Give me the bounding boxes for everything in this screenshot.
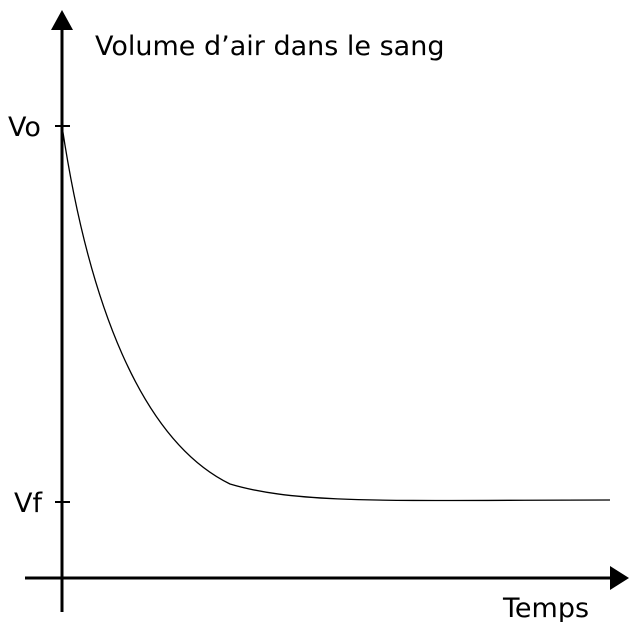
tick-label: Vf [14,488,43,519]
x-axis-label: Temps [502,593,589,622]
x-axis-arrow [610,566,629,590]
y-axis-arrow [51,10,73,30]
tick-label: Vo [8,112,41,143]
decay-curve [61,125,611,502]
y-axis-label: Volume d’air dans le sang [95,31,444,62]
